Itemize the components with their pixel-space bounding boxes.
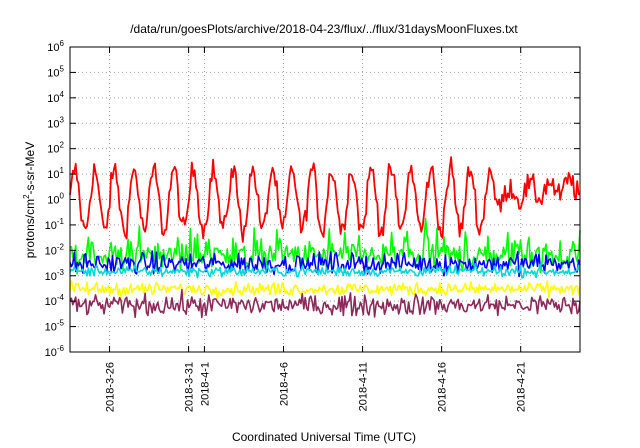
y-tick-label: 104 xyxy=(47,90,64,105)
x-tick-label: 2018-4-11 xyxy=(358,362,370,411)
y-tick-label: 10-2 xyxy=(45,242,65,257)
x-tick-label: 2018-4-16 xyxy=(437,362,449,412)
series-line-4 xyxy=(69,279,581,300)
y-tick-label: 102 xyxy=(47,141,64,156)
y-tick-label: 106 xyxy=(47,39,64,54)
y-tick-label: 10-1 xyxy=(45,217,65,232)
y-tick-label: 100 xyxy=(47,192,64,207)
x-tick-label: 2018-3-31 xyxy=(184,362,196,412)
y-tick-label: 101 xyxy=(47,166,64,181)
series-group xyxy=(69,156,581,319)
x-tick-label: 2018-4-6 xyxy=(278,362,290,406)
x-tick-label: 2018-4-1 xyxy=(199,362,211,406)
y-tick-label: 10-3 xyxy=(45,268,65,283)
y-tick-label: 10-4 xyxy=(45,293,65,308)
chart-title: /data/run/goesPlots/archive/2018-04-23/f… xyxy=(130,22,518,36)
series-line-0 xyxy=(69,156,581,243)
x-tick-label: 2018-4-21 xyxy=(516,362,528,412)
x-axis: 2018-3-26 2018-3-31 2018-4-1 2018-4-6 2018-4… xyxy=(105,47,528,412)
series-line-3 xyxy=(69,262,581,279)
y-axis-label-unit: protons/cm xyxy=(23,199,37,258)
y-axis: 10-6 10-5 10-4 10-3 10-2 10-1 100 101 102 103 104 1… xyxy=(45,39,580,359)
y-tick-label: 10-5 xyxy=(45,319,65,334)
y-axis-label: protons/cm2-s-sr-MeV xyxy=(22,142,37,258)
y-tick-label: 105 xyxy=(47,64,64,79)
y-axis-label-exponent: 2 xyxy=(22,194,31,199)
y-axis-label-rest: -s-sr-MeV xyxy=(23,142,37,195)
x-tick-label: 2018-3-26 xyxy=(105,362,117,412)
x-axis-label: Coordinated Universal Time (UTC) xyxy=(232,430,416,444)
y-tick-label: 103 xyxy=(47,115,64,130)
series-line-5 xyxy=(69,288,581,319)
y-tick-label: 10-6 xyxy=(45,344,65,359)
